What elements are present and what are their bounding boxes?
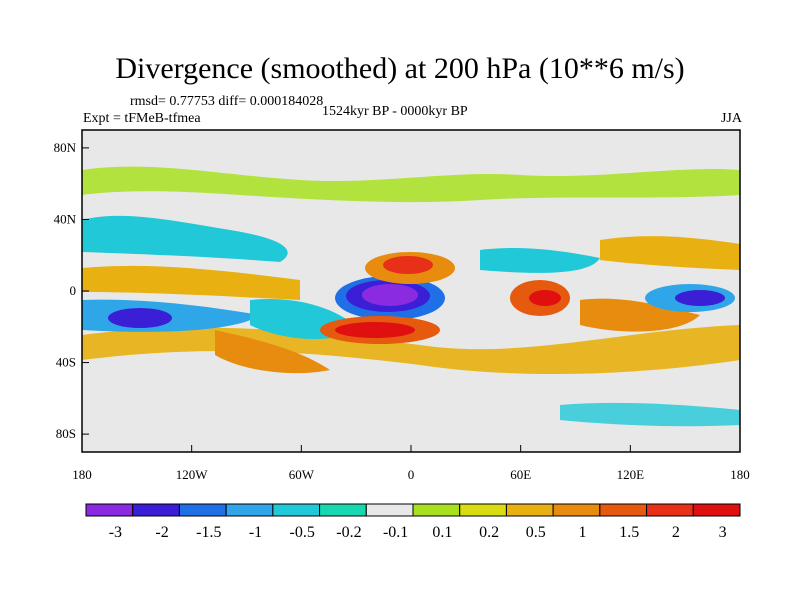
colorbar-label: -0.1 bbox=[383, 524, 408, 541]
lat-tick-label: 80S bbox=[56, 426, 76, 441]
colorbar-label: 1 bbox=[579, 524, 587, 541]
colorbar-label: 0.1 bbox=[432, 524, 452, 541]
lon-tick-label: 180 bbox=[72, 467, 92, 482]
colorbar-label: -0.2 bbox=[336, 524, 361, 541]
lat-tick-label: 40S bbox=[56, 355, 76, 370]
map-title: Divergence (smoothed) at 200 hPa (10**6 … bbox=[115, 52, 685, 85]
colorbar-swatch bbox=[646, 503, 694, 517]
colorbar-label: -3 bbox=[109, 524, 122, 541]
colorbar: -3 -2 -1.5 -1 -0.5 -0.2 -0.1 0.1 0.2 0.5 1 1.5 2 3 bbox=[85, 503, 741, 541]
colorbar-swatch bbox=[272, 503, 321, 517]
lon-tick-label: 120W bbox=[176, 467, 209, 482]
colorbar-swatch bbox=[505, 503, 554, 517]
colorbar-swatch bbox=[132, 503, 180, 517]
colorbar-swatch bbox=[365, 503, 414, 517]
lon-tick-label: 0 bbox=[408, 467, 415, 482]
colorbar-swatch bbox=[319, 503, 367, 517]
colorbar-swatch bbox=[178, 503, 227, 517]
experiment-text: Expt = tFMeB-tfmea bbox=[83, 111, 201, 126]
season-text: JJA bbox=[720, 111, 742, 126]
colorbar-swatch bbox=[459, 503, 507, 517]
colorbar-label: -1.5 bbox=[196, 524, 221, 541]
lat-tick-label: 0 bbox=[70, 283, 77, 298]
lat-tick-label: 40N bbox=[54, 211, 77, 226]
colorbar-swatch bbox=[692, 503, 741, 517]
colorbar-swatch bbox=[412, 503, 461, 517]
colorbar-swatch bbox=[85, 503, 134, 517]
lon-tick-label: 60E bbox=[510, 467, 531, 482]
stats-text: rmsd= 0.77753 diff= 0.000184028 bbox=[130, 94, 324, 109]
colorbar-label: 1.5 bbox=[619, 524, 639, 541]
colorbar-label: 0.5 bbox=[526, 524, 546, 541]
colorbar-label: 0.2 bbox=[479, 524, 499, 541]
colorbar-label: -1 bbox=[249, 524, 262, 541]
period-text: 1524kyr BP - 0000kyr BP bbox=[322, 104, 468, 119]
colorbar-label: 2 bbox=[672, 524, 680, 541]
lon-tick-label: 60W bbox=[289, 467, 315, 482]
lat-axis: 80N 40N 0 40S 80S bbox=[54, 140, 89, 441]
colorbar-swatch bbox=[552, 503, 601, 517]
lon-axis: 180 120W 60W 0 60E 120E 180 bbox=[72, 445, 750, 482]
lon-tick-label: 180 bbox=[730, 467, 750, 482]
lon-tick-label: 120E bbox=[617, 467, 645, 482]
lat-tick-label: 80N bbox=[54, 140, 77, 155]
colorbar-swatch bbox=[225, 503, 274, 517]
colorbar-swatch bbox=[599, 503, 648, 517]
colorbar-label: -2 bbox=[155, 524, 168, 541]
divergence-field bbox=[82, 130, 740, 452]
colorbar-label: 3 bbox=[719, 524, 727, 541]
colorbar-label: -0.5 bbox=[290, 524, 315, 541]
